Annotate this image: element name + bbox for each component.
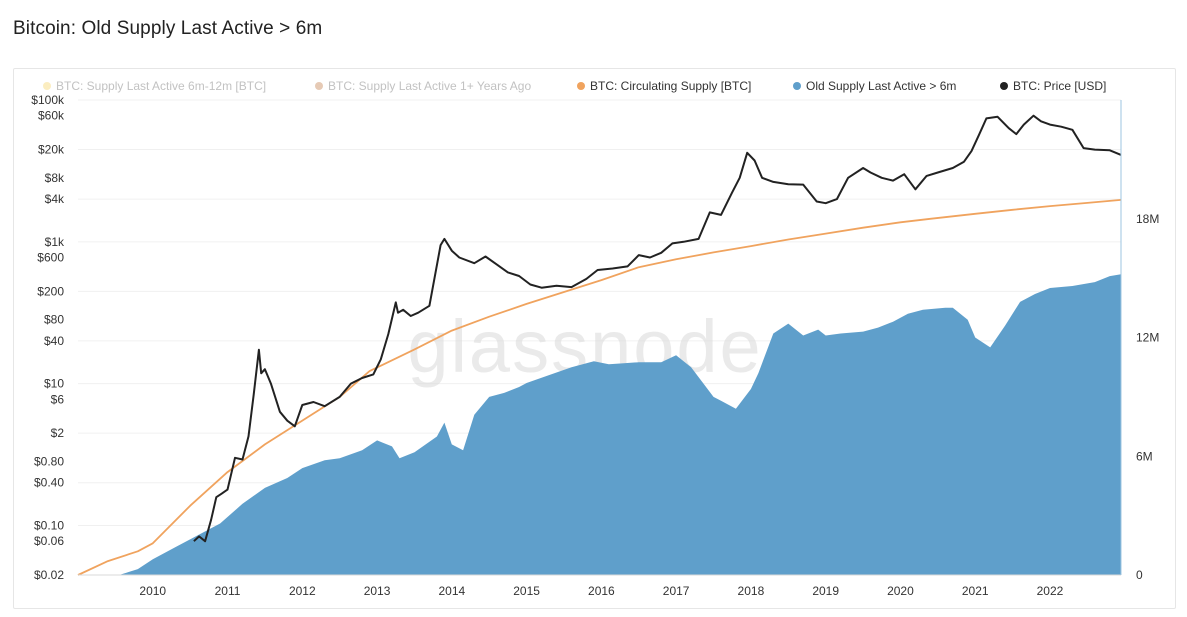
y-left-tick-label: $2 — [51, 426, 65, 440]
y-right-tick-label: 6M — [1136, 449, 1153, 463]
x-tick-label: 2013 — [364, 584, 391, 598]
x-tick-label: 2012 — [289, 584, 316, 598]
x-tick-label: 2014 — [438, 584, 465, 598]
y-left-tick-label: $0.10 — [34, 518, 64, 532]
y-left-tick-label: $60k — [38, 109, 65, 123]
legend-label: BTC: Circulating Supply [BTC] — [590, 79, 752, 93]
y-left-tick-label: $100k — [31, 93, 65, 107]
legend-item-btc-price[interactable]: BTC: Price [USD] — [1000, 79, 1106, 93]
legend-dot-icon — [793, 82, 801, 90]
legend-dot-icon — [1000, 82, 1008, 90]
y-right-tick-label: 12M — [1136, 331, 1159, 345]
x-tick-label: 2018 — [738, 584, 765, 598]
y-left-tick-label: $4k — [45, 192, 65, 206]
y-left-tick-label: $80 — [44, 313, 64, 327]
x-tick-label: 2019 — [812, 584, 839, 598]
y-left-tick-label: $600 — [37, 251, 64, 265]
y-left-tick-label: $0.40 — [34, 476, 64, 490]
x-tick-label: 2015 — [513, 584, 540, 598]
btc-price-line — [193, 114, 1122, 543]
y-left-tick-label: $40 — [44, 334, 64, 348]
legend-label: BTC: Supply Last Active 1+ Years Ago — [328, 79, 532, 93]
x-tick-label: 2020 — [887, 584, 914, 598]
x-tick-label: 2011 — [215, 584, 241, 598]
page-title: Bitcoin: Old Supply Last Active > 6m — [13, 18, 323, 39]
x-tick-label: 2010 — [139, 584, 166, 598]
chart-legend: BTC: Supply Last Active 6m-12m [BTC] BTC… — [0, 79, 1187, 97]
legend-dot-icon — [43, 82, 51, 90]
legend-dot-icon — [577, 82, 585, 90]
y-left-tick-label: $10 — [44, 377, 64, 391]
y-left-tick-label: $1k — [45, 235, 65, 249]
y-left-tick-label: $20k — [38, 143, 65, 157]
x-tick-label: 2021 — [962, 584, 989, 598]
y-left-tick-label: $6 — [51, 392, 65, 406]
x-tick-label: 2022 — [1037, 584, 1064, 598]
legend-item-supply-1y-plus[interactable]: BTC: Supply Last Active 1+ Years Ago — [315, 79, 531, 93]
y-right-tick-label: 0 — [1136, 568, 1143, 582]
circulating-supply-line — [77, 199, 1122, 576]
legend-label: BTC: Supply Last Active 6m-12m [BTC] — [56, 79, 267, 93]
y-left-tick-label: $8k — [45, 171, 65, 185]
legend-label: Old Supply Last Active > 6m — [806, 79, 957, 93]
y-right-tick-label: 18M — [1136, 212, 1159, 226]
legend-item-circulating-supply[interactable]: BTC: Circulating Supply [BTC] — [577, 79, 751, 93]
y-left-tick-label: $200 — [37, 284, 64, 298]
y-left-tick-label: $0.80 — [34, 454, 64, 468]
y-left-tick-label: $0.06 — [34, 534, 64, 548]
y-left-tick-label: $0.02 — [34, 568, 64, 582]
legend-item-old-supply[interactable]: Old Supply Last Active > 6m — [793, 79, 956, 93]
legend-item-supply-6m-12m[interactable]: BTC: Supply Last Active 6m-12m [BTC] — [43, 79, 266, 93]
old-supply-area — [119, 274, 1122, 575]
legend-label: BTC: Price [USD] — [1013, 79, 1107, 93]
legend-dot-icon — [315, 82, 323, 90]
x-tick-label: 2016 — [588, 584, 615, 598]
x-tick-label: 2017 — [663, 584, 690, 598]
